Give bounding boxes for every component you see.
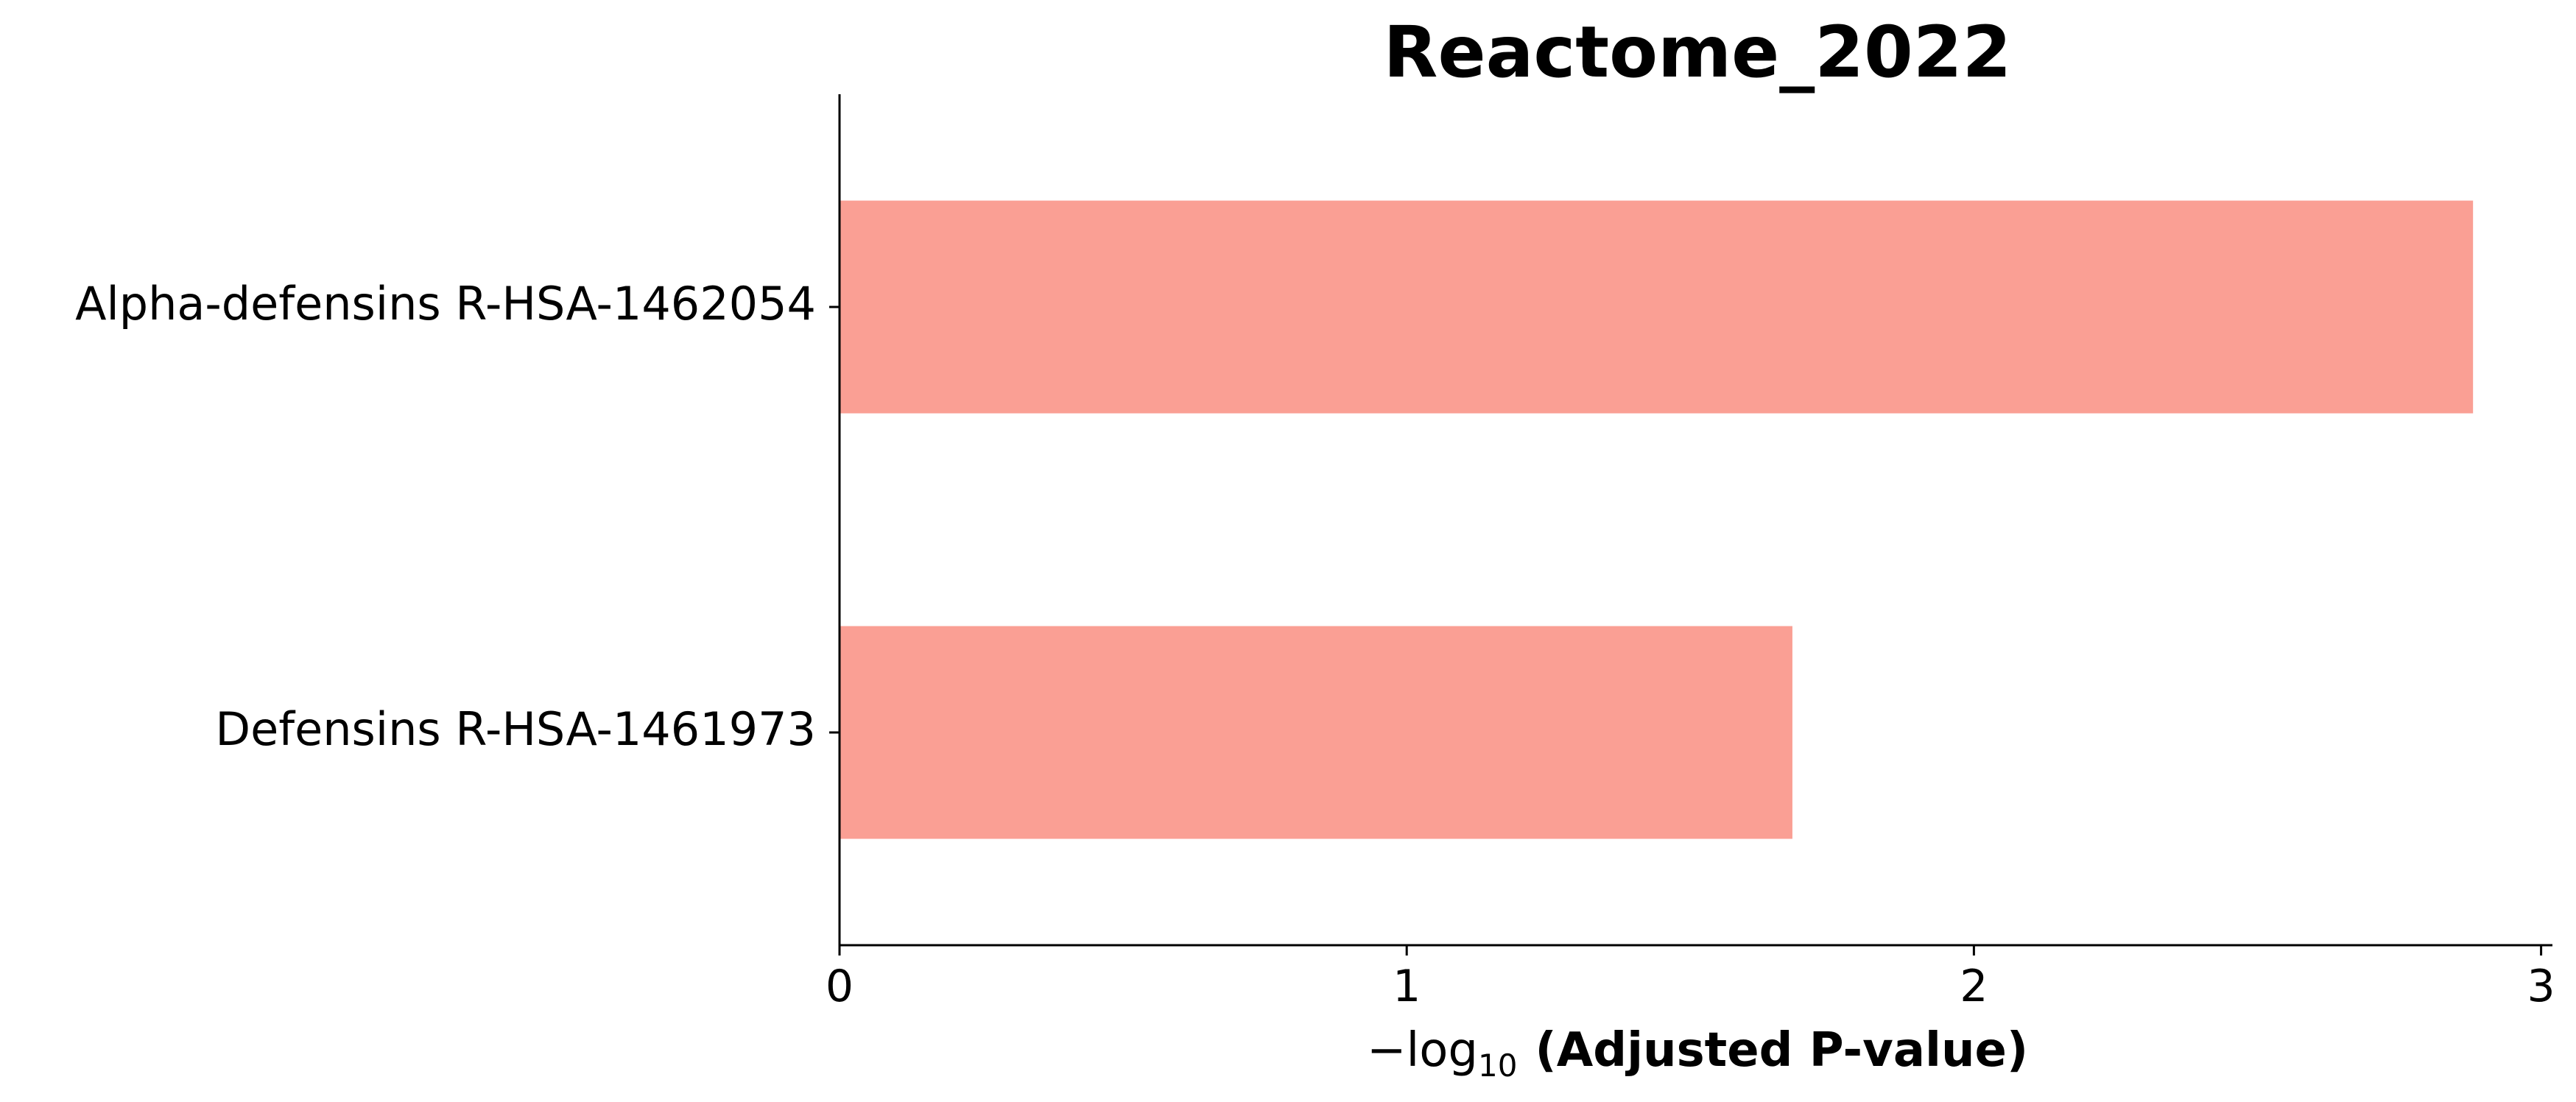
x-axis-label-prefix: −log <box>1367 1023 1478 1078</box>
bars-group <box>840 200 2474 839</box>
bar-1 <box>840 200 2474 414</box>
x-ticks-group: 0 1 2 3 <box>826 945 2555 1012</box>
chart-title: Reactome_2022 <box>1384 11 2012 93</box>
y-tick-label: Alpha-defensins R-HSA-1462054 <box>75 277 816 331</box>
y-ticks-group: Alpha-defensins R-HSA-1462054 Defensins R… <box>75 277 840 756</box>
x-tick-label: 2 <box>1960 961 1988 1012</box>
bar-2 <box>840 626 1792 839</box>
x-axis-label-main: (Adjusted P-value) <box>1535 1023 2028 1078</box>
x-tick-label: 1 <box>1393 961 1421 1012</box>
x-tick-label: 0 <box>826 961 854 1012</box>
y-tick-label: Defensins R-HSA-1461973 <box>215 702 816 756</box>
x-axis-label: −log10 (Adjusted P-value) <box>1367 1023 2028 1084</box>
x-axis-label-subscript: 10 <box>1478 1048 1517 1084</box>
x-tick-label: 3 <box>2527 961 2555 1012</box>
